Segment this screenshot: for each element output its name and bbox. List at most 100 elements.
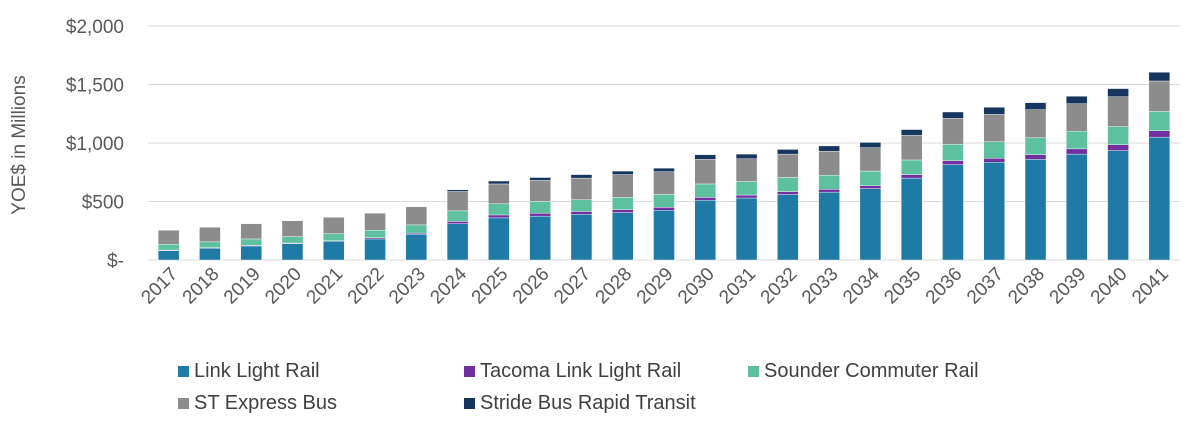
bar-segment: Sounder Commuter Rail 2039	[1066, 131, 1088, 150]
bar-segment: Tacoma Link Light Rail 2024	[446, 221, 469, 224]
bar-segment: ST Express Bus 2019	[240, 223, 262, 240]
x-tick-label: 2019	[220, 264, 265, 309]
x-tick-label: 2027	[550, 264, 595, 309]
bar-segment: ST Express Bus 2020	[281, 220, 304, 237]
bar-segment: Sounder Commuter Rail 2021	[323, 233, 345, 241]
x-tick-label: 2039	[1046, 264, 1091, 309]
bar-segment: Sounder Commuter Rail 2041	[1148, 111, 1171, 131]
bar-segment: Stride Bus Rapid Transit 2027	[570, 174, 593, 179]
bar-segment: Link Light Rail 2027	[570, 214, 593, 261]
bar-segment: ST Express Bus 2031	[735, 158, 758, 182]
bar-segment: Tacoma Link Light Rail 2037	[983, 158, 1005, 163]
bar-segment: ST Express Bus 2034	[859, 147, 882, 172]
bar-segment: Tacoma Link Light Rail 2033	[818, 189, 840, 193]
x-tick-label: 2036	[922, 264, 967, 309]
y-axis-ticks: $- $500 $1,000 $1,500 $2,000	[66, 17, 124, 272]
bar-segment: Stride Bus Rapid Transit 2028	[612, 170, 634, 175]
bar-segment: Link Light Rail 2033	[818, 191, 840, 261]
bar-segment: Tacoma Link Light Rail 2030	[694, 197, 716, 201]
x-tick-label: 2033	[798, 264, 843, 309]
bar-segment: Stride Bus Rapid Transit 2031	[735, 153, 758, 159]
x-tick-label: 2040	[1087, 264, 1132, 309]
bar-segment: Tacoma Link Light Rail 2039	[1066, 148, 1088, 155]
bar-segment: Sounder Commuter Rail 2031	[735, 181, 758, 196]
bar-segment: Sounder Commuter Rail 2038	[1024, 137, 1047, 155]
bar-segment: Sounder Commuter Rail 2029	[653, 194, 675, 208]
bar-segment: Sounder Commuter Rail 2036	[942, 143, 964, 161]
x-tick-label: 2030	[674, 264, 719, 309]
bar-segment: Link Light Rail 2017	[157, 250, 180, 261]
bar-segment: Sounder Commuter Rail 2027	[570, 199, 593, 212]
bar-segment: Stride Bus Rapid Transit 2032	[777, 149, 799, 155]
bar-segment: Link Light Rail 2024	[446, 223, 469, 261]
stacked-bar-chart: $- $500 $1,000 $1,500 $2,000 Link Light Rail…	[9, 17, 1180, 309]
bar-segment: Sounder Commuter Rail 2017	[157, 244, 180, 251]
bar-segment: Link Light Rail 2035	[900, 177, 923, 261]
x-tick-label: 2022	[344, 264, 389, 309]
bar-segment: Stride Bus Rapid Transit 2026	[529, 177, 551, 181]
bar-segment: ST Express Bus 2026	[529, 180, 551, 202]
bar-segment: Tacoma Link Light Rail 2026	[529, 212, 551, 217]
legend-swatch	[178, 366, 189, 377]
x-tick-label: 2031	[715, 264, 760, 309]
bar-segment: Sounder Commuter Rail 2022	[364, 229, 386, 238]
bar-segment: ST Express Bus 2038	[1024, 109, 1047, 138]
bar-segment: ST Express Bus 2039	[1066, 103, 1088, 132]
x-tick-label: 2041	[1128, 264, 1173, 309]
bar-segment: ST Express Bus 2041	[1148, 80, 1171, 112]
bar-segment: ST Express Bus 2027	[570, 177, 593, 200]
bar-segment: ST Express Bus 2023	[405, 206, 428, 226]
bar-segment: Sounder Commuter Rail 2034	[859, 170, 882, 186]
bar-segment: Sounder Commuter Rail 2030	[694, 183, 716, 198]
bar-segment: Link Light Rail 2030	[694, 200, 716, 261]
x-tick-label: 2017	[137, 264, 182, 309]
x-tick-label: 2026	[509, 264, 554, 309]
bar-segment: Link Light Rail 2039	[1066, 153, 1088, 261]
bar-segment: ST Express Bus 2040	[1107, 96, 1129, 127]
bar-segment: Link Light Rail 2023	[405, 234, 428, 261]
bar-segment: Link Light Rail 2018	[199, 248, 221, 261]
x-tick-label: 2024	[426, 263, 471, 308]
x-tick-label: 2032	[757, 264, 802, 309]
bar-segment: Sounder Commuter Rail 2023	[405, 224, 428, 234]
bar-segment: Link Light Rail 2026	[529, 215, 551, 261]
bar-segment: ST Express Bus 2022	[364, 212, 386, 231]
bar-segment: ST Express Bus 2032	[777, 153, 799, 178]
bar-segment: Sounder Commuter Rail 2033	[818, 174, 840, 190]
bar-segment: Tacoma Link Light Rail 2035	[900, 174, 923, 179]
y-tick-label: $2,000	[66, 17, 124, 38]
bar-segment: Link Light Rail 2036	[942, 164, 964, 261]
bar-segment: Link Light Rail 2028	[612, 212, 634, 261]
bar-segment: Stride Bus Rapid Transit 2035	[900, 129, 923, 136]
legend-label: Tacoma Link Light Rail	[480, 360, 682, 382]
bar-segment: ST Express Bus 2017	[157, 229, 180, 245]
bar-segment: Link Light Rail 2031	[735, 197, 758, 261]
bar-segment: Sounder Commuter Rail 2040	[1107, 126, 1129, 145]
bar-segment: Tacoma Link Light Rail 2036	[942, 160, 964, 165]
bar-segment: Link Light Rail 2021	[323, 241, 345, 261]
x-tick-label: 2038	[1004, 264, 1049, 309]
bar-segment: Sounder Commuter Rail 2026	[529, 201, 551, 214]
bar-segment: Link Light Rail 2025	[488, 217, 510, 261]
x-tick-label: 2018	[179, 264, 224, 309]
bar-segment: Stride Bus Rapid Transit 2039	[1066, 95, 1088, 105]
x-tick-label: 2025	[468, 264, 513, 309]
bar-segment: ST Express Bus 2036	[942, 118, 964, 145]
bar-segment: Tacoma Link Light Rail 2034	[859, 185, 882, 189]
bar-segment: Tacoma Link Light Rail 2025	[488, 214, 510, 219]
x-tick-label: 2037	[963, 264, 1008, 309]
bars: Link Light Rail 2017 Tacoma Link Light Ra…	[157, 72, 1171, 261]
x-tick-label: 2029	[633, 264, 678, 309]
bar-segment: Stride Bus Rapid Transit 2040	[1107, 88, 1129, 97]
legend-label: Link Light Rail	[194, 360, 320, 382]
x-tick-label: 2035	[880, 264, 925, 309]
bar-segment: Link Light Rail 2020	[281, 243, 304, 261]
x-tick-label: 2034	[839, 263, 884, 308]
legend-item: ST Express Bus	[178, 392, 337, 415]
bar-segment: Link Light Rail 2034	[859, 188, 882, 261]
bar-segment: Link Light Rail 2037	[983, 162, 1005, 261]
bar-segment: Sounder Commuter Rail 2018	[199, 241, 221, 248]
bar-segment: ST Express Bus 2035	[900, 135, 923, 161]
bar-segment: Tacoma Link Light Rail 2027	[570, 211, 593, 215]
bar-segment: Tacoma Link Light Rail 2041	[1148, 130, 1171, 138]
